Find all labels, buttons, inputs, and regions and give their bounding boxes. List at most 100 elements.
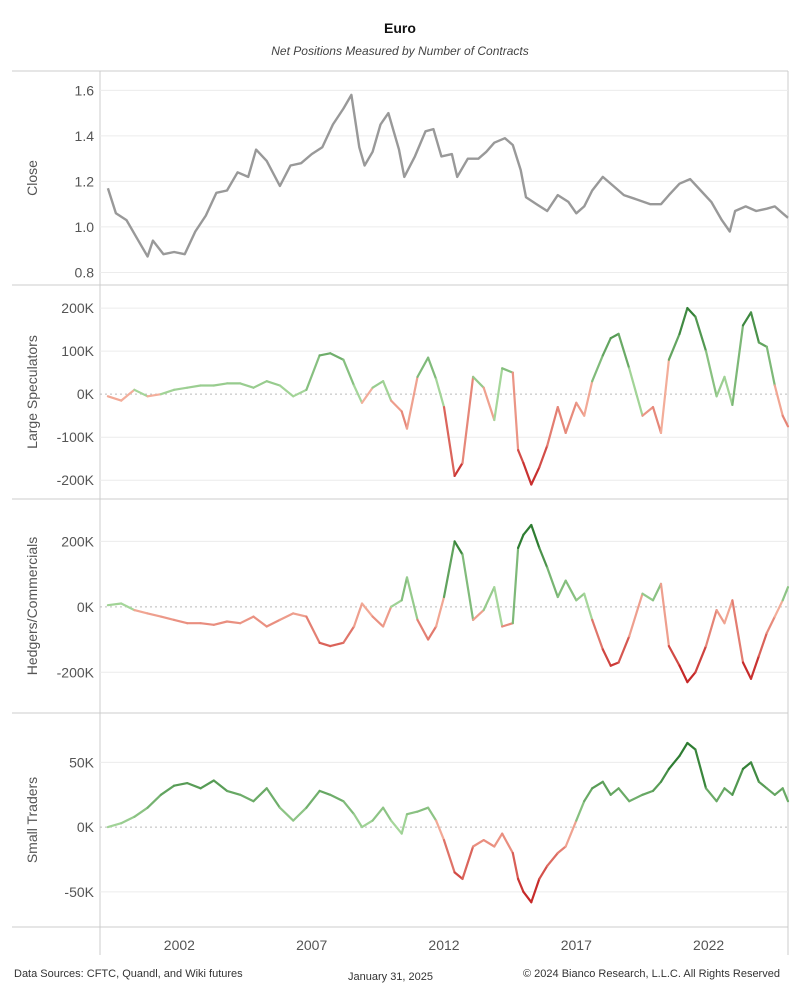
series-segment (305, 354, 321, 391)
series-segment (715, 375, 726, 398)
panel-hedgers-commercials: 200K 0K -200K Hedgers/Commercials (12, 523, 790, 714)
series-segment (173, 781, 189, 787)
series-segment (342, 625, 356, 644)
series-segment (641, 406, 655, 417)
series-segment (352, 813, 364, 829)
series-segment (482, 386, 496, 422)
series-segment (252, 380, 268, 389)
series-segment (591, 618, 604, 651)
series-segment (186, 781, 202, 790)
y-tick-label: 1.2 (75, 173, 95, 189)
series-segment (427, 806, 438, 822)
series-segment (371, 615, 385, 628)
series-segment (239, 793, 255, 803)
y-tick-label: -50K (64, 884, 94, 900)
series-segment (482, 586, 496, 612)
series-segment (265, 380, 281, 387)
series-segment (564, 579, 578, 602)
series-segment (427, 356, 438, 381)
series-segment (342, 800, 356, 816)
panel-small-traders: 50K 0K -50K Small Traders (12, 741, 790, 928)
series-segment (400, 813, 409, 835)
chart-subtitle: Net Positions Measured by Number of Cont… (271, 44, 529, 58)
series-segment (546, 851, 559, 868)
series-segment (442, 406, 456, 477)
y-axis-label: Large Speculators (24, 335, 40, 449)
series-segment (173, 618, 189, 625)
series-segment (329, 793, 345, 803)
series-segment (667, 754, 681, 771)
series-segment (405, 576, 419, 622)
series-segment (511, 546, 520, 625)
series-segment (609, 787, 620, 796)
series-segment (757, 341, 768, 348)
y-axis-label: Close (24, 160, 40, 196)
series-segment (694, 748, 708, 790)
series-segment (704, 787, 718, 803)
series-segment (628, 367, 644, 417)
series-segment (765, 345, 776, 387)
series-segment (305, 789, 321, 809)
series-segment (617, 332, 631, 370)
footer-copyright: © 2024 Bianco Research, L.L.C. All Right… (523, 968, 780, 980)
y-tick-label: 50K (69, 754, 95, 770)
series-segment (461, 553, 475, 622)
series-segment (133, 806, 149, 818)
x-tick-label: 2007 (296, 937, 327, 953)
series-segment (667, 332, 681, 361)
series-segment (252, 615, 268, 628)
series-segment (591, 780, 604, 790)
series-segment (453, 540, 464, 556)
series-segment (538, 546, 549, 569)
series-segment (609, 661, 620, 667)
series-segment (120, 815, 136, 825)
series-segment (516, 449, 525, 465)
series-segment (678, 307, 689, 335)
y-tick-label: -200K (57, 472, 95, 488)
series-segment (482, 838, 496, 848)
x-tick-label: 2017 (561, 937, 592, 953)
series-segment (749, 654, 761, 680)
series-segment (731, 767, 745, 796)
series-segment (360, 386, 374, 404)
series-segment (686, 741, 697, 751)
series-segment (435, 378, 446, 409)
series-segment (757, 631, 768, 658)
series-segment (371, 806, 385, 822)
series-segment (601, 780, 612, 796)
series-segment (781, 787, 790, 803)
series-segment (678, 664, 689, 684)
series-segment (715, 787, 726, 803)
series-segment (601, 337, 612, 357)
series-segment (731, 599, 745, 664)
series-segment (641, 789, 655, 796)
series-segment (723, 599, 734, 625)
series-segment (538, 444, 549, 469)
y-tick-label: 100K (61, 343, 94, 359)
series-segment (461, 845, 475, 881)
series-segment (749, 311, 761, 344)
series-segment (723, 787, 734, 796)
series-segment (453, 461, 464, 477)
x-tick-label: 2012 (428, 937, 459, 953)
series-segment (342, 358, 356, 387)
y-tick-label: 1.6 (75, 82, 95, 98)
series-segment (765, 615, 776, 635)
series-segment (516, 533, 525, 550)
series-segment (493, 586, 504, 628)
series-segment (329, 352, 345, 361)
y-axis-label: Hedgers/Commercials (24, 537, 40, 675)
series-segment (292, 806, 308, 822)
series-segment (617, 787, 631, 803)
series-segment (146, 393, 162, 398)
series-segment (493, 367, 504, 422)
series-segment (556, 845, 567, 855)
series-segment (106, 822, 123, 829)
series-segment (659, 767, 671, 783)
panel-close: 1.6 1.4 1.2 1.0 0.8 Close (12, 82, 789, 286)
series-segment (546, 406, 559, 447)
series-segment (472, 608, 485, 622)
series-segment (556, 579, 567, 599)
series-segment (704, 350, 718, 398)
series-segment (400, 576, 409, 602)
